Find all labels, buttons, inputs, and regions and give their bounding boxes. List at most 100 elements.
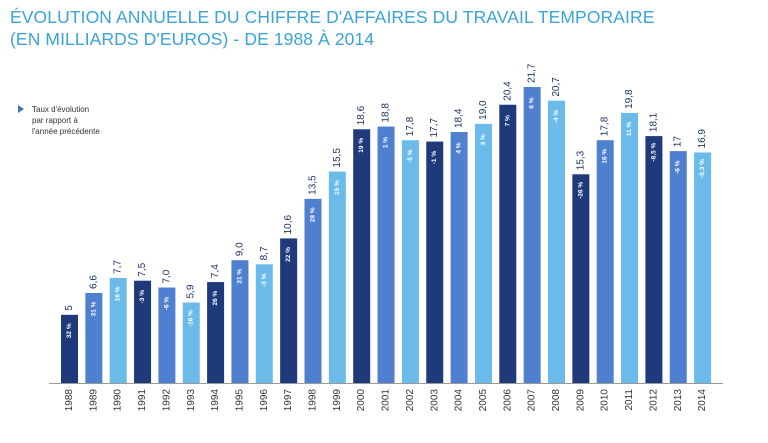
bar-2008 (548, 100, 565, 383)
bar-2005 (474, 123, 492, 383)
bar-2011 (621, 112, 639, 384)
legend-line-1: Taux d'évolution (32, 105, 90, 114)
bar-1998 (304, 198, 322, 383)
growth-label-1997: 22 % (285, 247, 292, 262)
year-label-2010: 2010 (600, 389, 611, 412)
growth-label-2011: 11 % (626, 121, 633, 136)
chart-title: ÉVOLUTION ANNUELLE DU CHIFFRE D'AFFAIRES… (10, 6, 655, 50)
bar-2000 (353, 129, 371, 383)
year-label-2000: 2000 (356, 389, 367, 412)
bar-2004 (450, 132, 468, 383)
growth-label-1999: 15 % (334, 180, 341, 195)
legend-line-2: par rapport à (32, 116, 78, 125)
year-label-1989: 1989 (88, 389, 99, 412)
value-label-1989: 6,6 (88, 275, 99, 289)
year-label-1990: 1990 (113, 389, 124, 412)
value-label-2011: 19,8 (624, 89, 635, 109)
value-label-2000: 18,6 (356, 105, 367, 125)
growth-label-1991: -3 % (139, 290, 146, 304)
value-label-2006: 20,4 (502, 81, 513, 101)
year-label-1995: 1995 (234, 389, 245, 412)
year-label-2011: 2011 (624, 389, 635, 411)
chart-legend: Taux d'évolution par rapport à l'année p… (18, 104, 138, 137)
bar-1992 (158, 287, 176, 383)
value-label-2007: 21,7 (527, 63, 538, 83)
bar-2003 (426, 141, 444, 383)
value-label-1994: 7,4 (210, 264, 221, 278)
bar-1999 (328, 171, 346, 383)
value-label-2003: 17,7 (429, 118, 440, 138)
year-label-2005: 2005 (478, 389, 489, 412)
year-label-2002: 2002 (405, 389, 416, 412)
year-label-1993: 1993 (186, 389, 197, 412)
growth-label-2004: 4 % (456, 142, 463, 153)
growth-label-1996: -3 % (261, 273, 268, 287)
growth-label-1990: 16 % (115, 286, 122, 301)
year-label-2008: 2008 (551, 389, 562, 412)
year-label-1988: 1988 (64, 389, 75, 412)
growth-label-1988: 32 % (66, 323, 73, 338)
bar-1995 (231, 260, 249, 383)
growth-label-1995: 21 % (236, 269, 243, 284)
growth-label-2008: -4 % (553, 110, 560, 124)
growth-label-2013: -6 % (675, 160, 682, 174)
value-label-2013: 17 (673, 136, 684, 148)
bar-1993 (182, 302, 200, 383)
year-label-1991: 1991 (137, 389, 148, 412)
bar-1996 (255, 264, 273, 383)
growth-label-1994: 26 % (212, 290, 219, 305)
value-label-1997: 10,6 (283, 215, 294, 235)
growth-label-2007: 6 % (529, 97, 536, 108)
bar-2010 (596, 140, 614, 383)
bar-2013 (669, 151, 687, 383)
growth-label-2012: -8,5 % (650, 143, 657, 162)
growth-label-2006: 7 % (504, 115, 511, 126)
value-label-2002: 17,8 (405, 116, 416, 136)
year-label-2006: 2006 (502, 389, 513, 412)
value-label-1992: 7,0 (161, 269, 172, 283)
chart-title-line-2: (EN MILLIARDS D'EUROS) - DE 1988 À 2014 (10, 29, 375, 49)
year-label-2003: 2003 (429, 389, 440, 412)
year-label-2009: 2009 (575, 389, 586, 412)
value-label-2008: 20,7 (551, 77, 562, 97)
year-label-2001: 2001 (381, 389, 392, 412)
year-label-1999: 1999 (332, 389, 343, 412)
growth-label-2001: 1 % (383, 137, 390, 148)
growth-label-1998: 28 % (310, 207, 317, 222)
year-label-1997: 1997 (283, 389, 294, 412)
value-label-2009: 15,3 (575, 150, 586, 170)
value-label-1996: 8,7 (259, 246, 270, 260)
year-label-2004: 2004 (454, 389, 465, 412)
year-label-1998: 1998 (308, 389, 319, 412)
growth-label-2000: 19 % (358, 138, 365, 153)
year-label-2012: 2012 (648, 389, 659, 412)
bar-2001 (377, 126, 395, 383)
growth-label-2010: 16 % (602, 149, 609, 164)
value-label-2014: 16,9 (697, 129, 708, 149)
growth-label-1992: -6 % (163, 297, 170, 311)
year-label-1992: 1992 (161, 389, 172, 412)
growth-label-1989: 31 % (90, 301, 97, 316)
growth-label-2002: -5 % (407, 149, 414, 163)
legend-triangle-icon (18, 105, 24, 113)
value-label-2010: 17,8 (600, 116, 611, 136)
bar-1994 (207, 282, 225, 383)
growth-label-2003: -1 % (431, 151, 438, 165)
value-label-1993: 5,9 (186, 284, 197, 298)
growth-label-2014: -0,3 % (699, 159, 706, 178)
growth-label-2009: -26 % (577, 182, 584, 199)
growth-label-2005: 3 % (480, 134, 487, 145)
value-label-2005: 19,0 (478, 100, 489, 120)
year-label-2013: 2013 (673, 389, 684, 412)
bar-1989 (85, 292, 103, 383)
bar-2009 (572, 174, 590, 383)
value-label-2001: 18,8 (381, 103, 392, 123)
bar-2002 (401, 140, 419, 383)
year-label-2014: 2014 (697, 389, 708, 412)
value-label-2004: 18,4 (454, 108, 465, 128)
bar-2014 (694, 152, 712, 383)
bar-1997 (280, 238, 298, 383)
value-label-1988: 5 (64, 305, 75, 311)
